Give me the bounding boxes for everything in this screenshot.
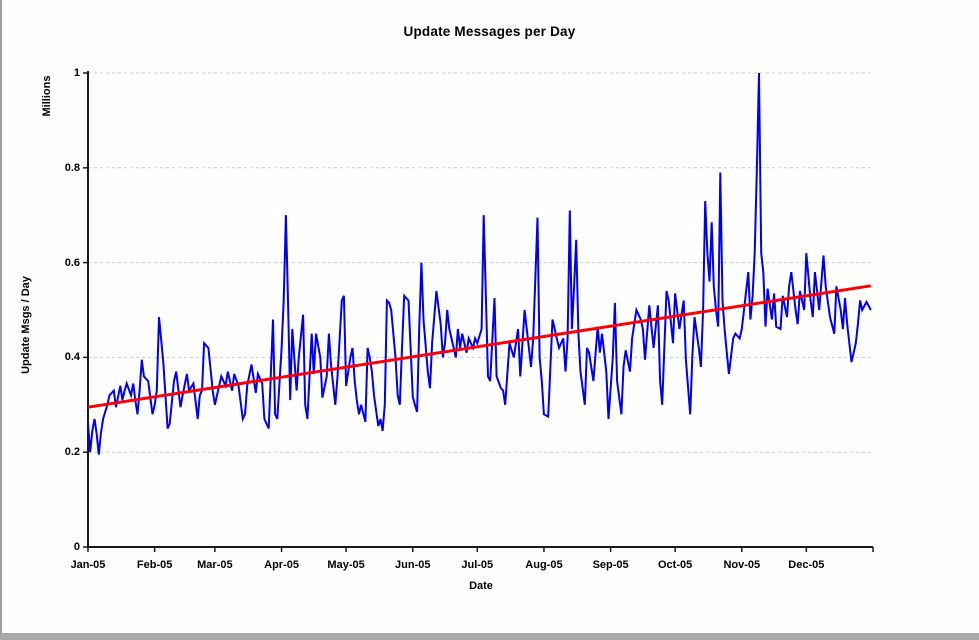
x-tick-label: Oct-05 [658, 559, 693, 571]
x-tick-label: Jul-05 [461, 559, 494, 571]
series-daily-line [87, 72, 872, 455]
y-tick-label: 0.4 [64, 351, 80, 364]
x-tick-label: Aug-05 [525, 559, 563, 571]
y-tick-label: 0.2 [64, 446, 80, 459]
chart-title: Update Messages per Day [403, 24, 576, 39]
x-axis-title: Date [469, 580, 493, 592]
y-axis-title: Update Msgs / Day [20, 276, 32, 374]
window-left-edge [0, 0, 2, 640]
window-bottom-edge [0, 633, 979, 640]
x-tick-label: Mar-05 [197, 559, 233, 571]
y-axis-unit-label: Millions [41, 75, 53, 117]
series-trend-line [87, 284, 872, 409]
x-tick-label: Sep-05 [592, 559, 629, 571]
y-tick-label: 0.8 [64, 161, 80, 174]
y-tick-label: 0.6 [64, 256, 80, 269]
x-tick-label: Apr-05 [264, 559, 299, 571]
y-tick-label: 1 [73, 67, 80, 79]
x-tick-label: Jan-05 [70, 559, 106, 571]
x-tick-label: May-05 [327, 559, 365, 571]
x-tick-label: Jun-05 [395, 559, 431, 571]
y-tick-label: 0 [73, 541, 80, 553]
x-tick-label: Dec-05 [788, 559, 825, 571]
x-tick-label: Nov-05 [723, 559, 761, 571]
x-tick-label: Feb-05 [136, 559, 173, 571]
